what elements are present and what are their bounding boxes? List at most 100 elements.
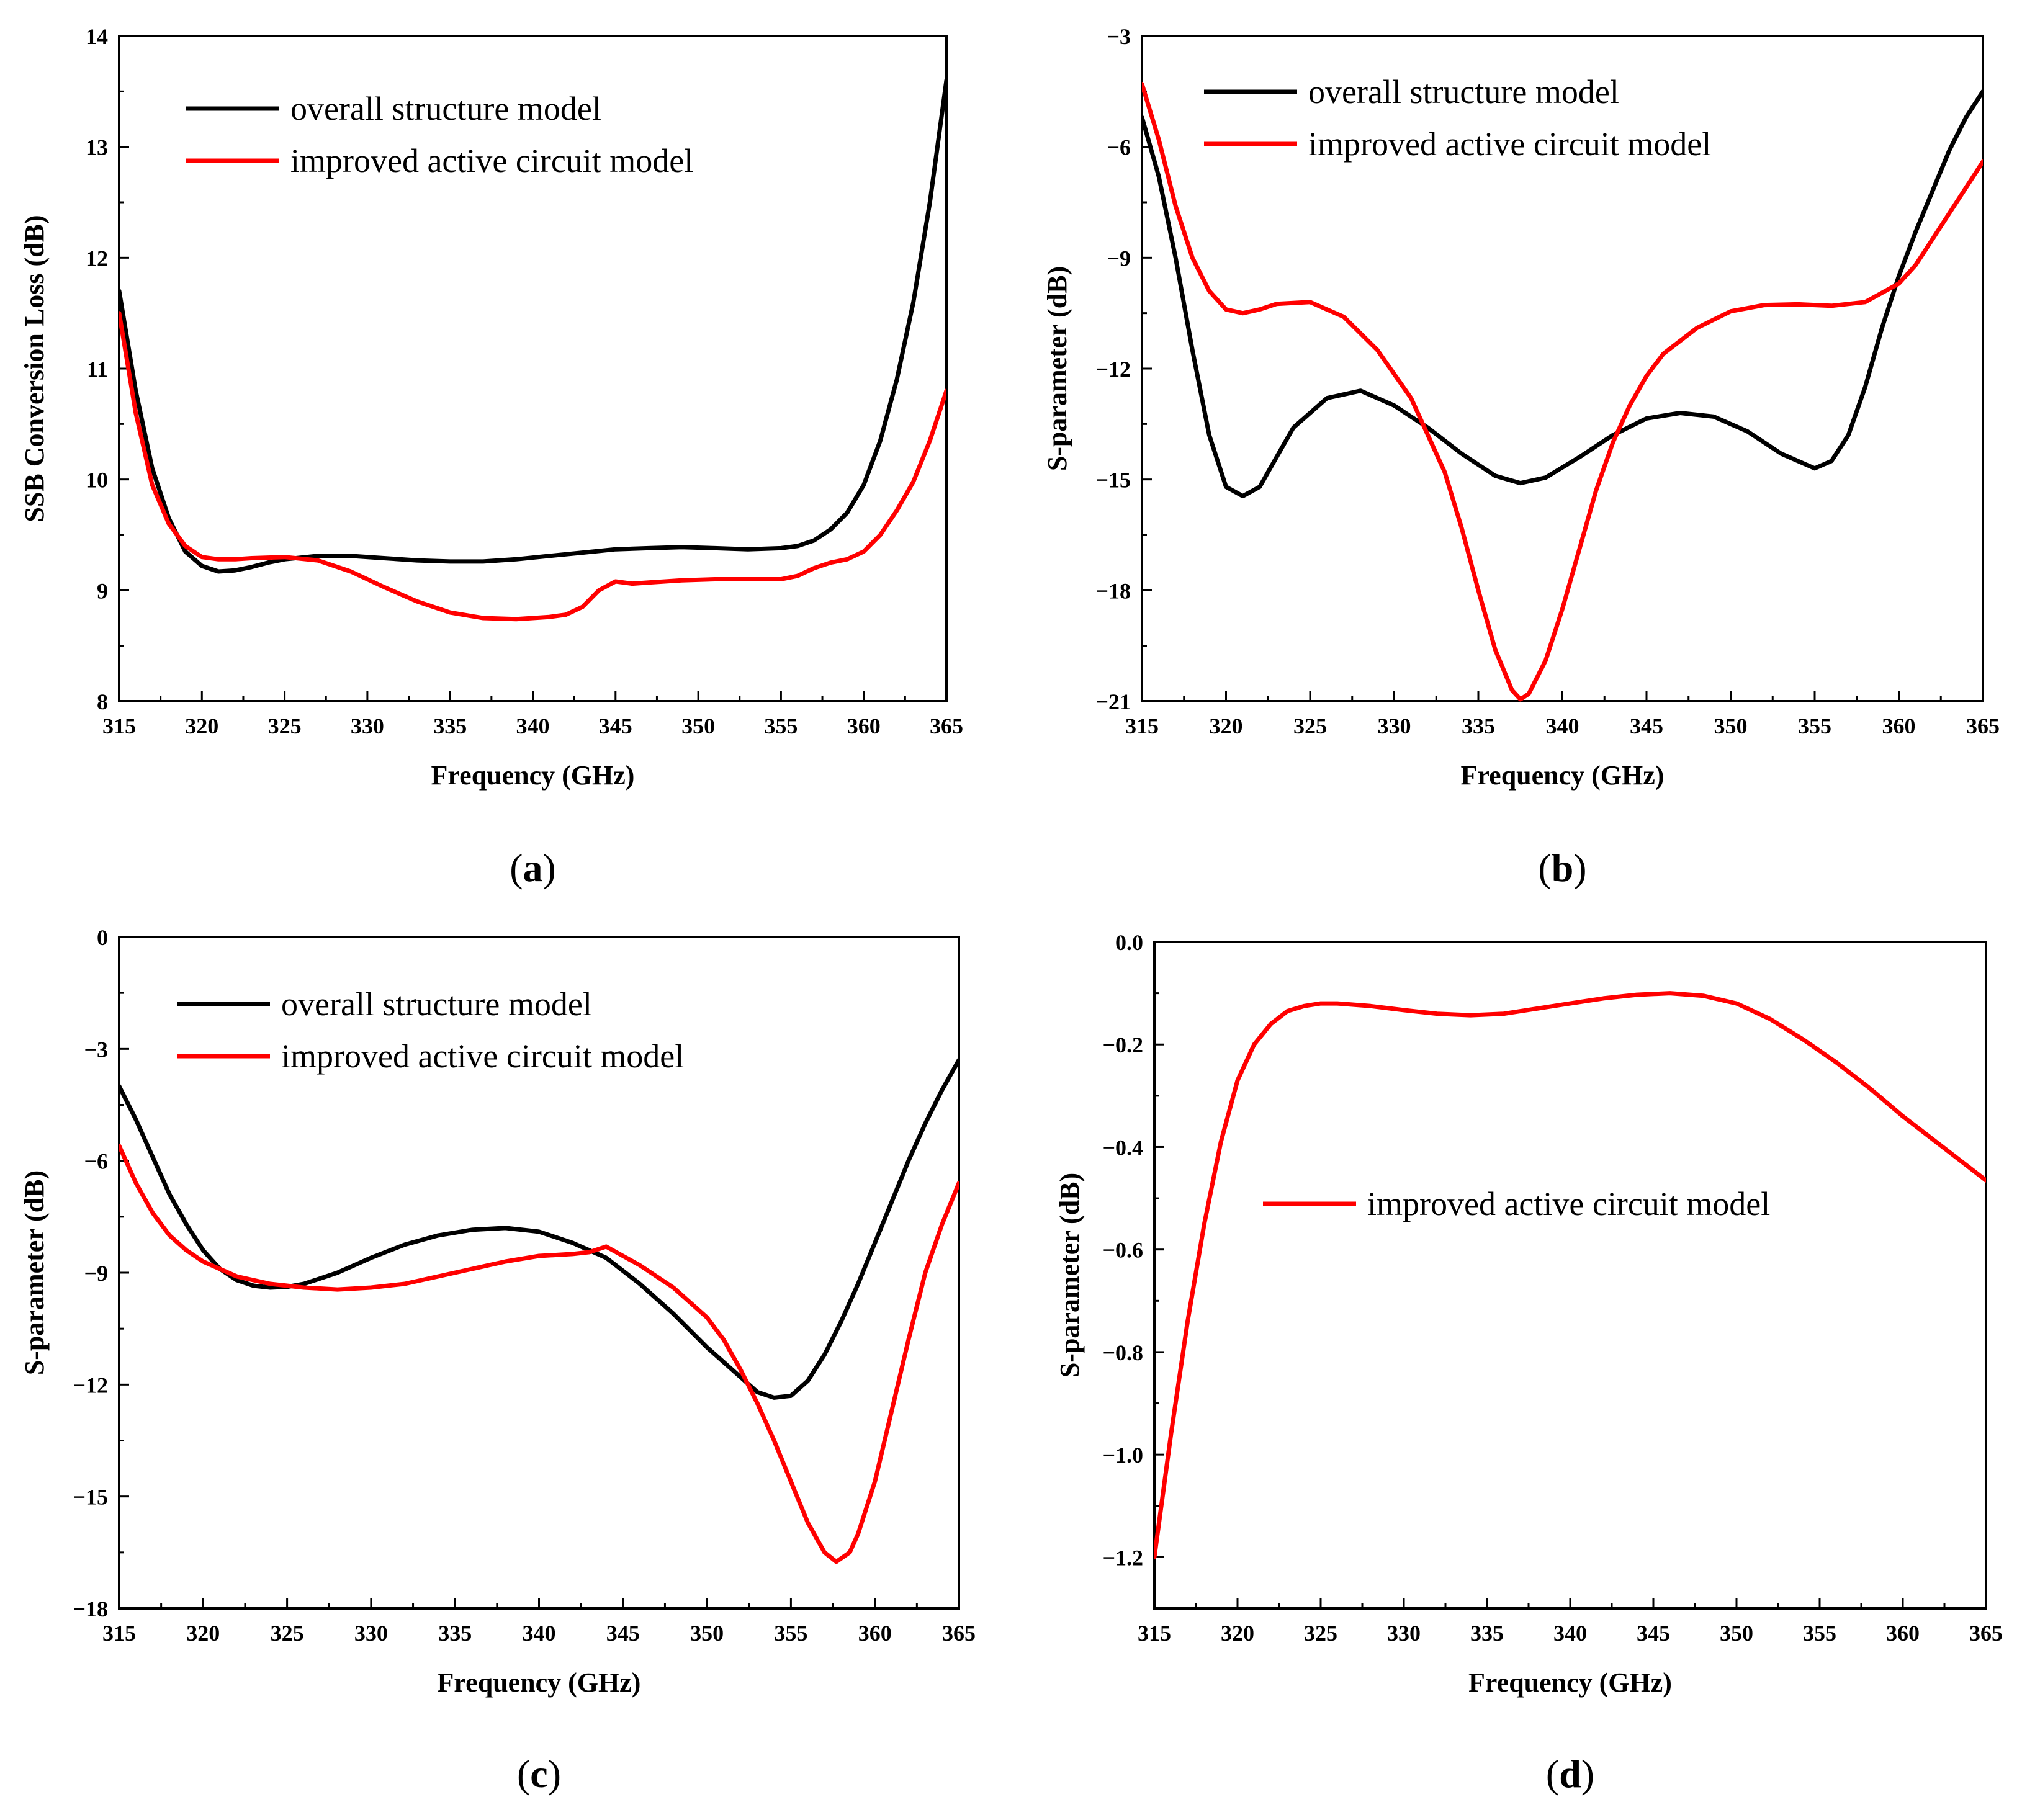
legend-label: improved active circuit model xyxy=(1308,125,1711,163)
series-line-overall-structure xyxy=(119,78,946,574)
y-tick-label: −1.2 xyxy=(1102,1545,1143,1570)
x-tick-label: 350 xyxy=(1714,714,1748,738)
series-line-improved-active-circuit xyxy=(1142,81,1983,702)
y-tick-label: 11 xyxy=(87,357,108,382)
x-tick-label: 360 xyxy=(858,1621,892,1646)
legend: overall structure model improved active c… xyxy=(177,985,684,1075)
y-tick-label: −9 xyxy=(1107,246,1131,271)
plot-frame xyxy=(118,35,948,702)
x-tick-label: 345 xyxy=(1637,1621,1670,1646)
legend-label: improved active circuit model xyxy=(1367,1185,1770,1222)
panel-d: 315 320 325 330 335 340 345 350 355 360 365 0.0 −0.2… xyxy=(1054,930,2003,1796)
x-tick-label: 315 xyxy=(102,714,136,738)
x-tick-label: 355 xyxy=(774,1621,807,1646)
y-axis: 8 9 10 11 12 13 14 xyxy=(86,24,129,714)
y-tick-label: −6 xyxy=(84,1149,108,1174)
y-tick-label: 13 xyxy=(86,135,108,160)
y-tick-label: −18 xyxy=(73,1597,108,1621)
series-line-overall-structure xyxy=(1142,89,1983,498)
panel-b: 315 320 325 330 335 340 345 350 355 360 365−3−6−9−… xyxy=(1042,24,2000,890)
x-tick-label: 330 xyxy=(351,714,384,738)
y-tick-label: −3 xyxy=(1107,24,1131,49)
y-tick-label: −0.2 xyxy=(1102,1033,1143,1057)
y-axis-label: S-parameter (dB) xyxy=(19,1170,50,1375)
x-tick-label: 330 xyxy=(1378,714,1411,738)
y-axis: 0.0 −0.2 −0.4 −0.6 −0.8 −1.0 −1.2 xyxy=(1102,930,1164,1570)
x-tick-label: 350 xyxy=(681,714,715,738)
x-tick-label: 330 xyxy=(354,1621,388,1646)
x-tick-label: 355 xyxy=(1798,714,1831,738)
x-tick-label: 335 xyxy=(438,1621,472,1646)
x-tick-label: 350 xyxy=(1720,1621,1753,1646)
y-tick-label: −0.4 xyxy=(1102,1135,1143,1160)
x-tick-label: 320 xyxy=(1210,714,1243,738)
x-tick-label: 315 xyxy=(102,1621,136,1646)
legend-label: overall structure model xyxy=(290,90,601,127)
panel-caption: (a) xyxy=(510,846,556,890)
y-tick-label: −0.6 xyxy=(1102,1238,1143,1263)
x-tick-label: 320 xyxy=(1221,1621,1254,1646)
legend-label: improved active circuit model xyxy=(290,142,693,179)
x-axis: 315 320 325 330 335 340 345 350 355 360 365 xyxy=(1125,691,2000,738)
y-tick-label: −21 xyxy=(1095,689,1131,714)
y-tick-label: 0.0 xyxy=(1115,930,1143,955)
x-tick-label: 325 xyxy=(268,714,302,738)
x-axis-label: Frequency (GHz) xyxy=(431,760,635,791)
y-tick-label: 12 xyxy=(86,246,108,271)
x-tick-label: 330 xyxy=(1387,1621,1421,1646)
legend-label: improved active circuit model xyxy=(281,1038,684,1075)
panel-c: 315 320 325 330 335 340 345 350 355 360 365 0 −3 −6 −9… xyxy=(19,925,976,1796)
x-tick-label: 340 xyxy=(523,1621,556,1646)
x-tick-label: 360 xyxy=(1886,1621,1920,1646)
y-axis: −3 −6 −9 −12 −15 −18 −21 xyxy=(1095,24,1152,714)
x-tick-label: 325 xyxy=(1293,714,1327,738)
series-line-overall-structure xyxy=(119,1057,959,1400)
y-tick-label: −0.8 xyxy=(1102,1340,1143,1365)
series-group xyxy=(1142,81,1983,702)
x-tick-label: 315 xyxy=(1125,714,1159,738)
x-tick-label: 345 xyxy=(599,714,632,738)
x-tick-label: 365 xyxy=(1966,714,2000,738)
x-tick-label: 325 xyxy=(271,1621,304,1646)
x-tick-label: 355 xyxy=(764,714,798,738)
y-tick-label: −9 xyxy=(84,1261,108,1286)
y-tick-label: −15 xyxy=(1095,468,1131,493)
x-tick-label: 365 xyxy=(942,1621,976,1646)
x-tick-label: 365 xyxy=(930,714,963,738)
y-tick-label: −18 xyxy=(1095,578,1131,603)
x-tick-label: 350 xyxy=(690,1621,724,1646)
x-axis-label: Frequency (GHz) xyxy=(438,1667,641,1698)
x-tick-label: 335 xyxy=(433,714,467,738)
x-tick-label: 315 xyxy=(1138,1621,1171,1646)
panel-a: 315 320 325 330 335 340 345 350 355 360 365 8 9 10 11 1… xyxy=(19,24,963,890)
x-tick-label: 340 xyxy=(516,714,550,738)
x-tick-label: 325 xyxy=(1304,1621,1337,1646)
x-axis: 315 320 325 330 335 340 345 350 355 360 365 xyxy=(102,1598,976,1646)
x-tick-label: 345 xyxy=(1630,714,1663,738)
series-group xyxy=(119,1057,959,1564)
y-tick-label: 9 xyxy=(97,578,108,603)
y-tick-label: 10 xyxy=(86,468,108,493)
plot-frame xyxy=(1153,941,1987,1610)
y-tick-label: 0 xyxy=(97,925,108,950)
x-tick-label: 360 xyxy=(847,714,881,738)
series-group xyxy=(1154,991,1986,1559)
series-group xyxy=(119,78,946,622)
x-axis-label: Frequency (GHz) xyxy=(1461,760,1665,791)
panel-caption: (b) xyxy=(1538,846,1586,890)
series-line-improved-active-circuit xyxy=(1154,991,1986,1559)
y-axis-label: S-parameter (dB) xyxy=(1042,266,1072,471)
panel-caption: (d) xyxy=(1546,1752,1594,1796)
panel-caption: (c) xyxy=(517,1752,561,1796)
y-tick-label: −12 xyxy=(1095,357,1131,382)
x-axis-label: Frequency (GHz) xyxy=(1468,1667,1672,1698)
y-tick-label: −6 xyxy=(1107,135,1131,160)
x-tick-label: 340 xyxy=(1546,714,1579,738)
y-tick-label: −3 xyxy=(84,1037,108,1062)
y-axis-label: SSB Conversion Loss (dB) xyxy=(19,215,50,522)
y-tick-label: −12 xyxy=(73,1373,108,1397)
y-tick-label: 8 xyxy=(97,689,108,714)
y-axis-label: S-parameter (dB) xyxy=(1054,1173,1085,1378)
x-tick-label: 355 xyxy=(1803,1621,1836,1646)
